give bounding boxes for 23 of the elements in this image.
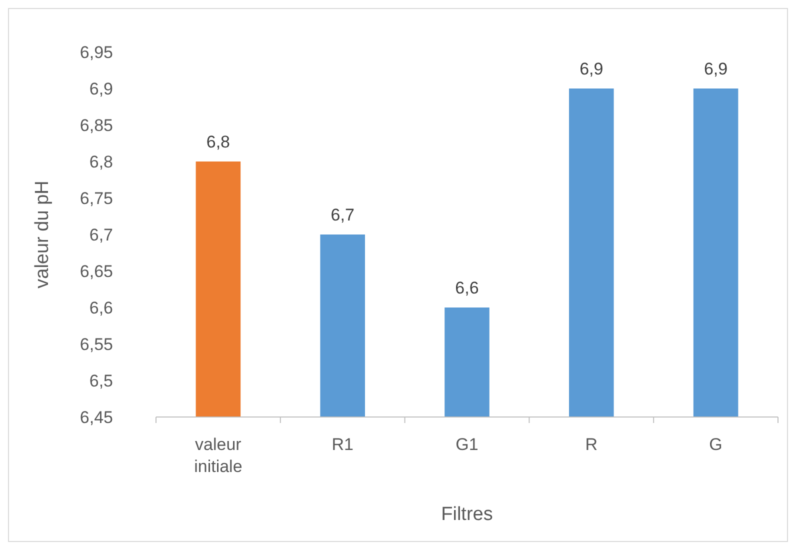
y-tick-label: 6,75: [80, 188, 113, 208]
x-tick-label: valeur initiale: [194, 435, 242, 476]
y-tick-label: 6,55: [80, 334, 113, 354]
y-tick-label: 6,95: [80, 42, 113, 62]
y-tick-label: 6,45: [80, 408, 113, 427]
y-tick-label: 6,8: [89, 152, 113, 172]
data-label: 6,8: [206, 132, 230, 152]
x-tick-label: G1: [456, 435, 478, 454]
y-tick-label: 6,9: [89, 79, 113, 98]
data-label: 6,9: [580, 60, 604, 78]
data-label: 6,6: [455, 278, 479, 298]
x-tick-label: R1: [332, 435, 354, 454]
x-tick-label: G: [709, 435, 722, 454]
data-label: 6,7: [330, 206, 354, 224]
y-tick-label: 6,6: [89, 298, 113, 318]
y-tick-label: 6,7: [89, 225, 113, 244]
y-tick-label: 6,5: [89, 371, 113, 390]
y-tick-label: 6,85: [80, 116, 113, 135]
y-tick-label: 6,65: [80, 262, 113, 281]
y-axis-title: valeur du pH: [32, 180, 53, 288]
x-tick-label: R: [585, 435, 598, 454]
data-label: 6,9: [704, 60, 728, 78]
x-axis-title: Filtres: [441, 504, 493, 525]
